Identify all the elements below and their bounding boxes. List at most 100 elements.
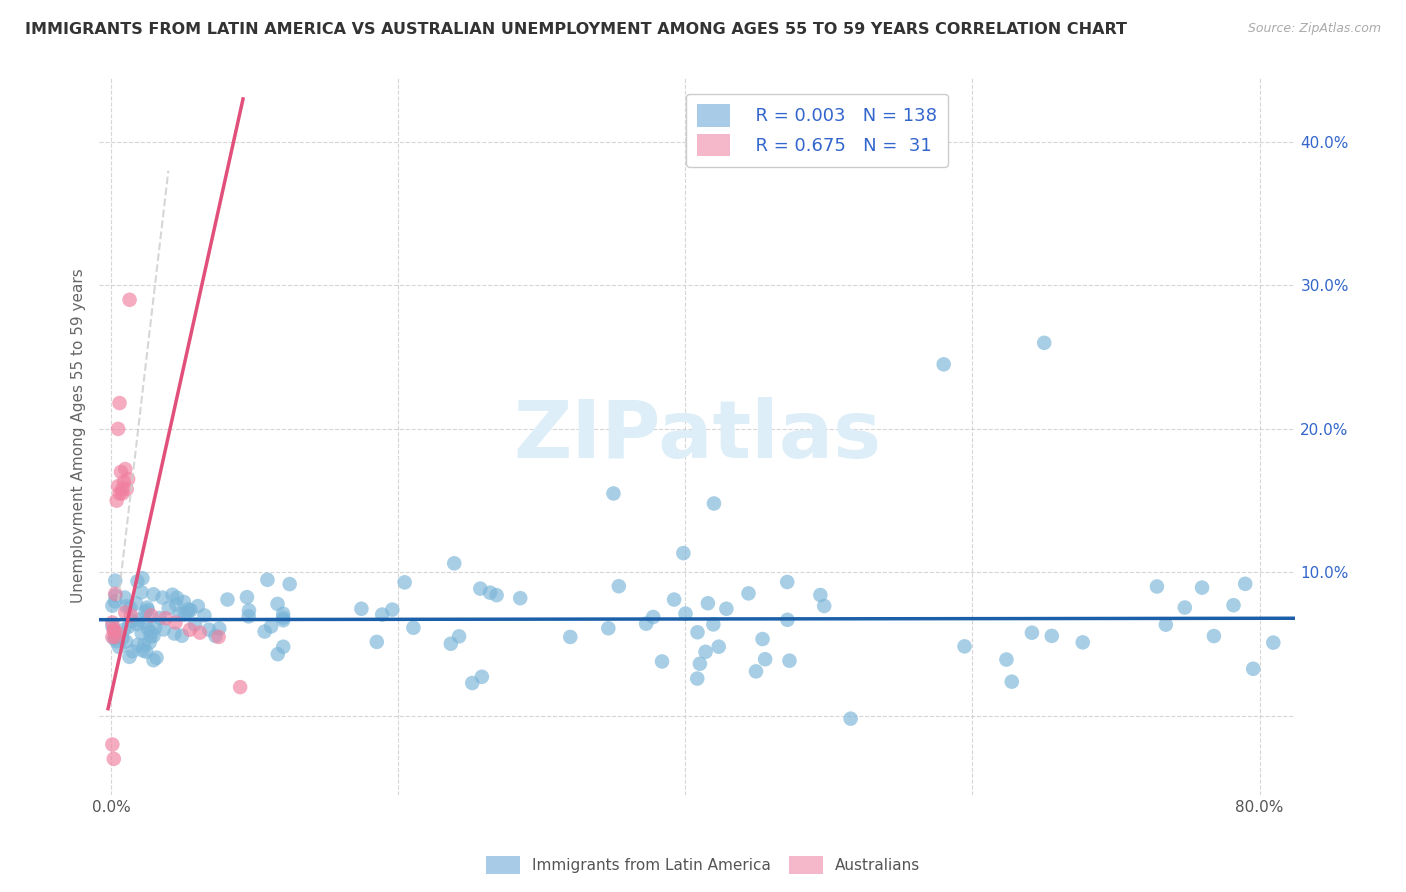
Point xyxy=(686,625,709,640)
Point xyxy=(813,599,835,613)
Point xyxy=(136,600,159,615)
Point xyxy=(107,422,129,436)
Point xyxy=(1263,635,1285,649)
Point xyxy=(602,486,624,500)
Point xyxy=(101,619,124,633)
Point xyxy=(120,600,142,615)
Point xyxy=(104,574,127,588)
Point xyxy=(193,608,215,623)
Point xyxy=(716,601,738,615)
Point xyxy=(271,640,294,654)
Point xyxy=(176,606,198,620)
Point xyxy=(1234,577,1257,591)
Point xyxy=(675,607,697,621)
Point xyxy=(173,607,195,622)
Point xyxy=(662,592,685,607)
Point xyxy=(1191,581,1213,595)
Point xyxy=(447,629,470,643)
Point xyxy=(112,623,135,637)
Point xyxy=(443,557,465,571)
Point xyxy=(157,601,180,615)
Point xyxy=(111,486,134,500)
Point xyxy=(155,611,177,625)
Point xyxy=(751,632,773,646)
Point xyxy=(695,645,717,659)
Point xyxy=(108,486,131,500)
Point xyxy=(470,582,492,596)
Point xyxy=(217,592,239,607)
Point xyxy=(779,654,801,668)
Point xyxy=(350,601,373,615)
Point xyxy=(115,482,138,496)
Point xyxy=(1154,617,1177,632)
Point xyxy=(745,665,768,679)
Point xyxy=(103,752,125,766)
Point xyxy=(108,396,131,410)
Point xyxy=(165,598,187,612)
Text: ZIPatlas: ZIPatlas xyxy=(513,397,882,475)
Point xyxy=(260,619,283,633)
Point xyxy=(1202,629,1225,643)
Point xyxy=(107,479,129,493)
Point xyxy=(131,585,153,599)
Point xyxy=(111,632,134,646)
Point xyxy=(170,629,193,643)
Point xyxy=(118,649,141,664)
Point xyxy=(776,574,799,589)
Point xyxy=(598,621,620,635)
Point xyxy=(479,585,502,599)
Point xyxy=(136,623,159,637)
Point xyxy=(371,607,394,622)
Point xyxy=(461,676,484,690)
Point xyxy=(267,647,290,661)
Point xyxy=(152,591,174,605)
Point xyxy=(169,607,191,621)
Point xyxy=(643,610,665,624)
Point xyxy=(134,605,156,619)
Point xyxy=(127,638,149,652)
Point xyxy=(101,738,124,752)
Point xyxy=(145,650,167,665)
Point xyxy=(271,613,294,627)
Point xyxy=(440,637,463,651)
Point xyxy=(266,597,288,611)
Point xyxy=(1174,600,1197,615)
Point xyxy=(179,623,201,637)
Point xyxy=(131,571,153,585)
Point xyxy=(165,615,187,630)
Point xyxy=(101,630,124,644)
Point xyxy=(402,621,425,635)
Point xyxy=(278,577,301,591)
Point xyxy=(101,599,124,613)
Point xyxy=(105,625,128,640)
Point xyxy=(636,616,658,631)
Point xyxy=(139,608,162,623)
Point xyxy=(135,615,157,630)
Point xyxy=(173,595,195,609)
Point xyxy=(110,465,132,479)
Point xyxy=(184,617,207,632)
Point xyxy=(111,482,134,496)
Point xyxy=(696,596,718,610)
Point xyxy=(366,635,388,649)
Point xyxy=(808,588,831,602)
Y-axis label: Unemployment Among Ages 55 to 59 years: Unemployment Among Ages 55 to 59 years xyxy=(72,268,86,604)
Point xyxy=(118,620,141,634)
Point xyxy=(117,472,139,486)
Point xyxy=(125,596,148,610)
Point xyxy=(381,602,404,616)
Point xyxy=(142,653,165,667)
Point xyxy=(394,575,416,590)
Point xyxy=(115,634,138,648)
Point xyxy=(108,640,131,654)
Point xyxy=(229,680,252,694)
Point xyxy=(163,626,186,640)
Point xyxy=(132,643,155,657)
Point xyxy=(121,614,143,628)
Point xyxy=(138,635,160,649)
Point xyxy=(1146,580,1168,594)
Point xyxy=(509,591,531,606)
Legend:   R = 0.003   N = 138,   R = 0.675   N =  31: R = 0.003 N = 138, R = 0.675 N = 31 xyxy=(686,94,948,167)
Point xyxy=(187,599,209,613)
Point xyxy=(253,624,276,639)
